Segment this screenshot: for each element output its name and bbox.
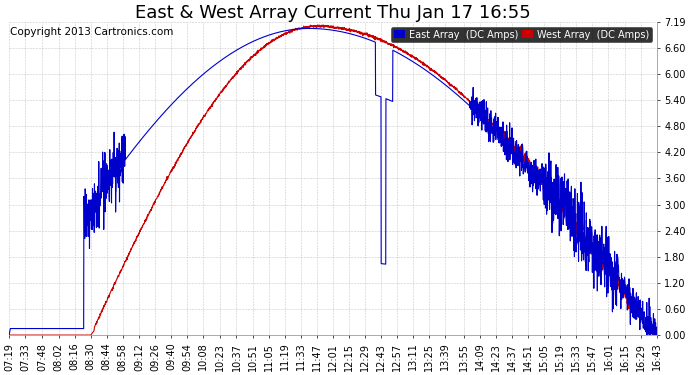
- Title: East & West Array Current Thu Jan 17 16:55: East & West Array Current Thu Jan 17 16:…: [135, 4, 531, 22]
- Text: Copyright 2013 Cartronics.com: Copyright 2013 Cartronics.com: [10, 27, 174, 37]
- Legend: East Array  (DC Amps), West Array  (DC Amps): East Array (DC Amps), West Array (DC Amp…: [391, 27, 652, 42]
